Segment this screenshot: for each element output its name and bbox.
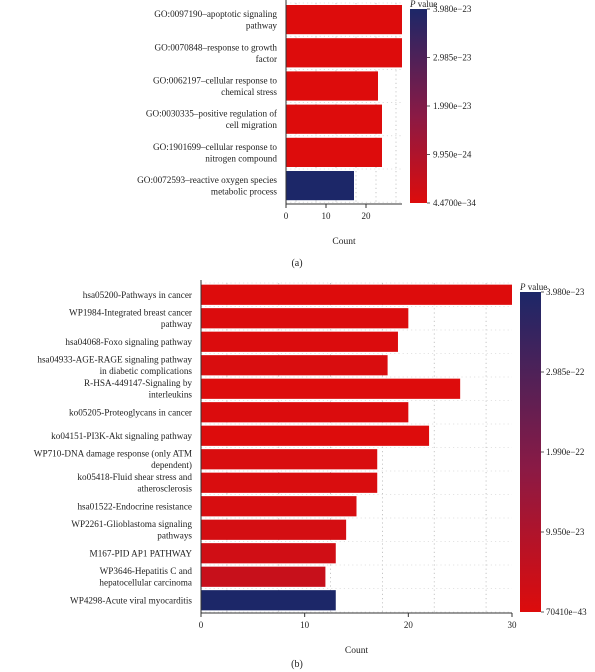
bar-a-3: [286, 104, 382, 134]
x-tick-label-b-0: 0: [199, 620, 204, 630]
colorbar-label-a-1: 2.985e−23: [433, 53, 472, 63]
x-axis-label-b: Count: [345, 646, 369, 656]
category-label-b-12: WP3646-Hepatitis C and hepatocellular car…: [99, 566, 192, 588]
colorbar-b: [520, 292, 541, 612]
panel-b-chart: hsa05200-Pathways in cancer WP1984-Integr…: [34, 280, 587, 656]
bar-b-5: [201, 402, 409, 423]
colorbar-label-b-2: 1.990e−22: [546, 447, 584, 457]
category-label-a-3: GO:0030335–positive regulation of cell mi…: [146, 109, 278, 131]
category-label-b-1: WP1984-Integrated breast cancer pathway: [69, 308, 192, 330]
x-tick-label-b-3: 30: [508, 620, 518, 630]
panel-a-label: (a): [291, 258, 302, 269]
category-label-a-4: GO:1901699–cellular response to nitrogen …: [153, 142, 277, 164]
category-label-b-5: ko05205-Proteoglycans in cancer: [69, 407, 192, 417]
category-label-a-5: GO:0072593–reactive oxygen species metabo…: [137, 175, 277, 197]
bar-a-0: [286, 4, 402, 35]
colorbar-label-b-4: 70410e−43: [546, 607, 587, 617]
bar-a-4: [286, 137, 382, 168]
category-label-b-7: WP710-DNA damage response (only ATM depen…: [34, 449, 192, 471]
colorbar-label-b-0: 3.980e−23: [546, 287, 585, 297]
bar-b-1: [201, 308, 409, 329]
bar-b-11: [201, 543, 336, 564]
category-label-b-8: ko05418-Fluid shear stress and atheroscle…: [77, 472, 192, 494]
category-label-b-0: hsa05200-Pathways in cancer: [83, 290, 192, 300]
category-label-a-0: GO:0097190–apoptotic signaling pathway: [154, 9, 277, 31]
x-tick-label-a-2: 20: [362, 211, 372, 221]
bar-a-5: [286, 170, 354, 201]
bar-b-13: [201, 590, 336, 611]
category-label-b-11: M167-PID AP1 PATHWAY: [90, 548, 193, 558]
category-label-b-13: WP4298-Acute viral myocarditis: [70, 595, 192, 605]
bar-a-2: [286, 71, 378, 101]
colorbar-title-b: P value: [519, 282, 547, 292]
bar-b-12: [201, 566, 326, 587]
bar-b-2: [201, 331, 398, 352]
colorbar-label-b-3: 9.950e−23: [546, 527, 585, 537]
colorbar-label-a-3: 9.950e−24: [433, 150, 472, 160]
category-label-b-9: hsa01522-Endocrine resistance: [77, 501, 192, 511]
bar-b-9: [201, 496, 357, 517]
x-tick-label-b-1: 10: [300, 620, 310, 630]
category-label-b-6: ko04151-PI3K-Akt signaling pathway: [51, 431, 192, 441]
colorbar-title-a: P value: [409, 0, 437, 9]
colorbar-label-b-1: 2.985e−22: [546, 367, 584, 377]
panel-b-label: (b): [291, 659, 303, 670]
category-label-b-10: WP2261-Glioblastoma signaling pathways: [71, 519, 192, 541]
colorbar-label-a-0: 3.980e−23: [433, 4, 472, 14]
bar-b-4: [201, 378, 461, 399]
category-label-b-3: hsa04933-AGE-RAGE signaling pathway in di…: [37, 355, 192, 377]
x-tick-label-a-0: 0: [284, 211, 289, 221]
bar-a-1: [286, 38, 402, 68]
category-label-b-4: R-HSA-449147-Signaling by interleukins: [84, 378, 192, 400]
bar-b-6: [201, 425, 430, 446]
bar-b-3: [201, 355, 388, 376]
bar-b-8: [201, 472, 378, 493]
colorbar-label-a-2: 1.990e−23: [433, 101, 472, 111]
x-tick-label-a-1: 10: [322, 211, 332, 221]
bar-b-7: [201, 449, 378, 470]
bar-b-0: [201, 284, 512, 305]
x-axis-label-a: Count: [332, 237, 356, 247]
colorbar-label-a-4: 4.4700e−34: [433, 198, 476, 208]
category-label-a-1: GO:0070848–response to growth factor: [155, 42, 278, 64]
panel-a-chart: GO:0097190–apoptotic signaling pathway GO:…: [137, 0, 476, 247]
category-label-b-2: hsa04068-Foxo signaling pathway: [65, 337, 192, 347]
colorbar-a: [410, 9, 427, 203]
bar-b-10: [201, 519, 347, 540]
category-label-a-2: GO:0062197–cellular response to chemical …: [153, 75, 277, 97]
x-tick-label-b-2: 20: [404, 620, 414, 630]
